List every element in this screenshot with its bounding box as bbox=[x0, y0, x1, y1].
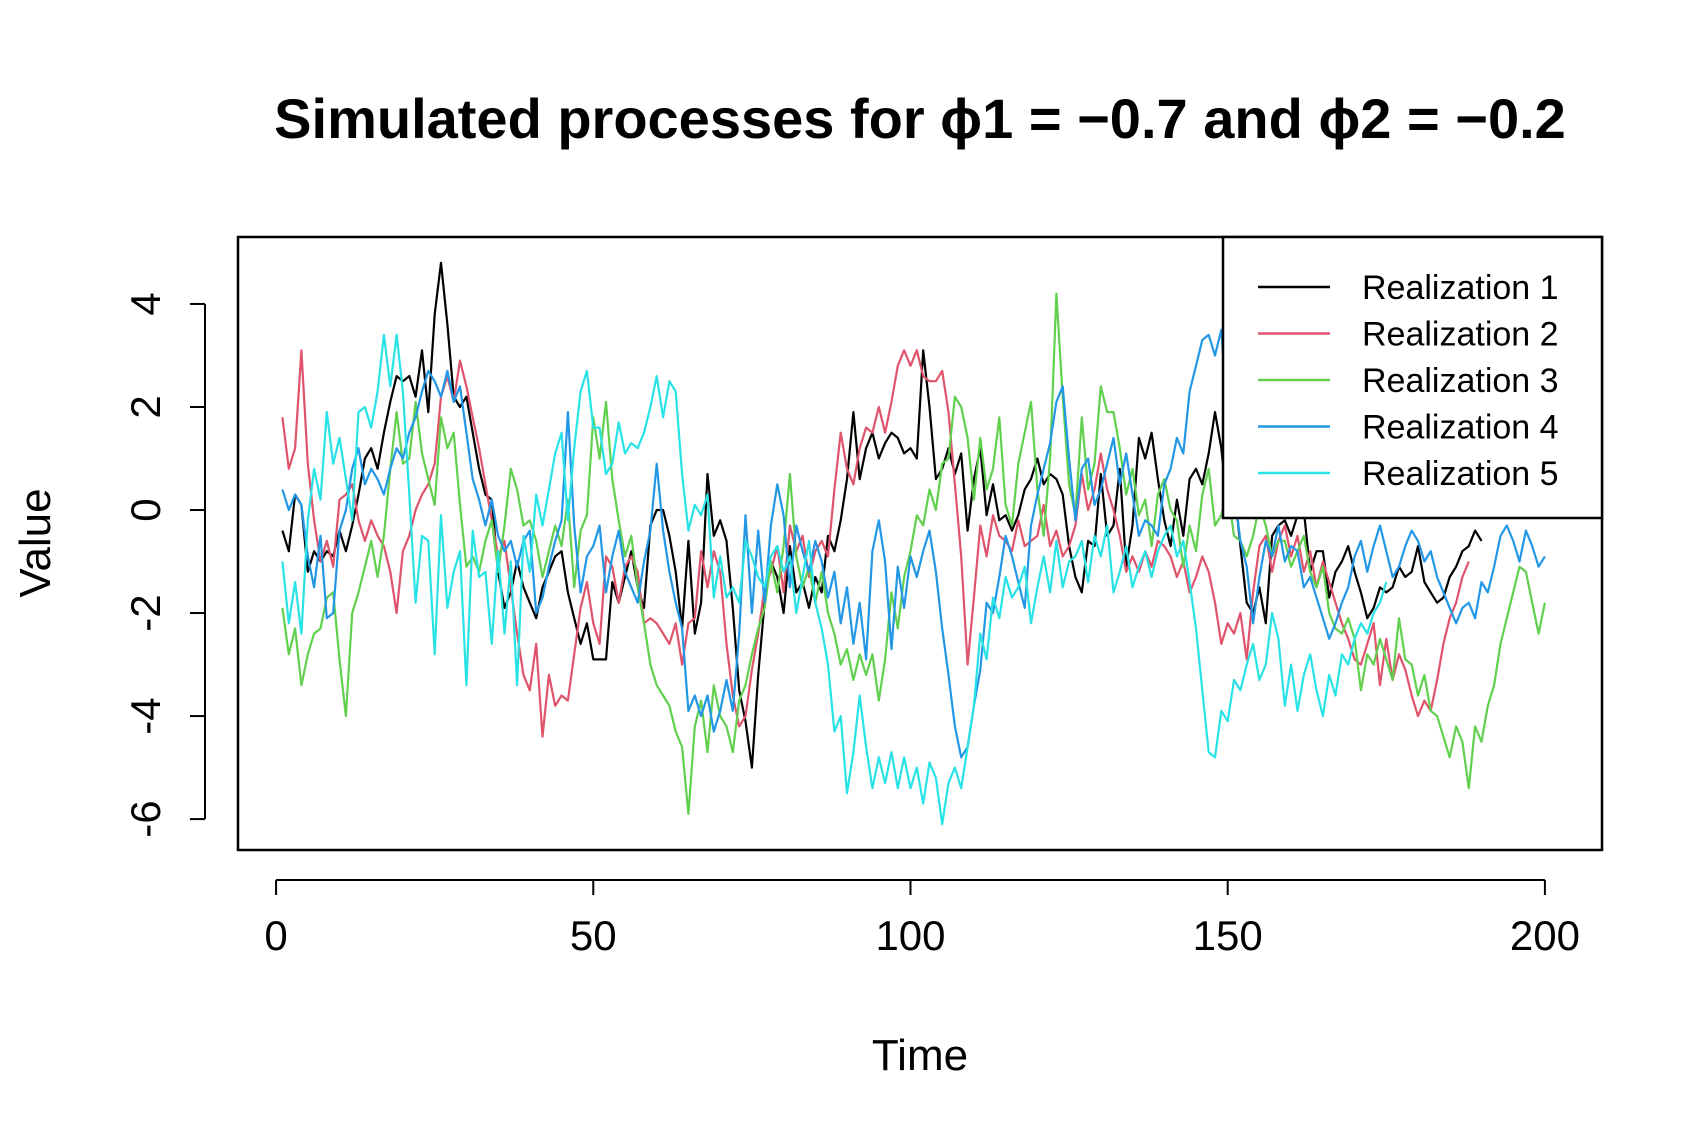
legend-label-1: Realization 1 bbox=[1362, 269, 1559, 307]
legend-box bbox=[1221, 235, 1604, 520]
chart-title: Simulated processes for ϕ1 = −0.7 and ϕ2… bbox=[274, 87, 1566, 150]
plot-frame bbox=[236, 235, 1604, 852]
legend-label-3: Realization 3 bbox=[1362, 362, 1559, 400]
legend-label-5: Realization 5 bbox=[1362, 455, 1559, 493]
x-tick-label: 200 bbox=[1510, 912, 1580, 959]
series-line-5 bbox=[281, 333, 1388, 826]
y-tick-label: 0 bbox=[122, 498, 169, 521]
y-tick-label: 4 bbox=[122, 292, 169, 315]
series-line-2 bbox=[281, 349, 1470, 738]
y-axis: -6 -4 -2 0 2 4 bbox=[122, 292, 206, 838]
legend-items: Realization 1 Realization 2 Realization 3 R… bbox=[1258, 269, 1559, 493]
legend: Realization 1 Realization 2 Realization 3 R… bbox=[1221, 235, 1604, 520]
y-tick-label: -6 bbox=[122, 800, 169, 837]
x-axis: 0 50 100 150 200 bbox=[264, 879, 1580, 959]
x-axis-label: Time bbox=[872, 1031, 968, 1080]
legend-label-2: Realization 2 bbox=[1362, 316, 1559, 354]
series-layer bbox=[281, 261, 1546, 826]
x-tick-label: 150 bbox=[1193, 912, 1263, 959]
series-line-1 bbox=[281, 261, 1483, 769]
y-tick-label: -4 bbox=[122, 697, 169, 734]
x-ticks: 0 50 100 150 200 bbox=[264, 880, 1580, 959]
x-tick-label: 50 bbox=[570, 912, 617, 959]
x-tick-label: 100 bbox=[875, 912, 945, 959]
y-tick-label: -2 bbox=[122, 594, 169, 631]
series-line-4 bbox=[281, 328, 1546, 759]
legend-label-4: Realization 4 bbox=[1362, 409, 1559, 447]
y-ticks: -6 -4 -2 0 2 4 bbox=[122, 292, 205, 838]
y-axis-label: Value bbox=[11, 488, 60, 597]
x-tick-label: 0 bbox=[264, 912, 287, 959]
y-tick-label: 2 bbox=[122, 395, 169, 418]
